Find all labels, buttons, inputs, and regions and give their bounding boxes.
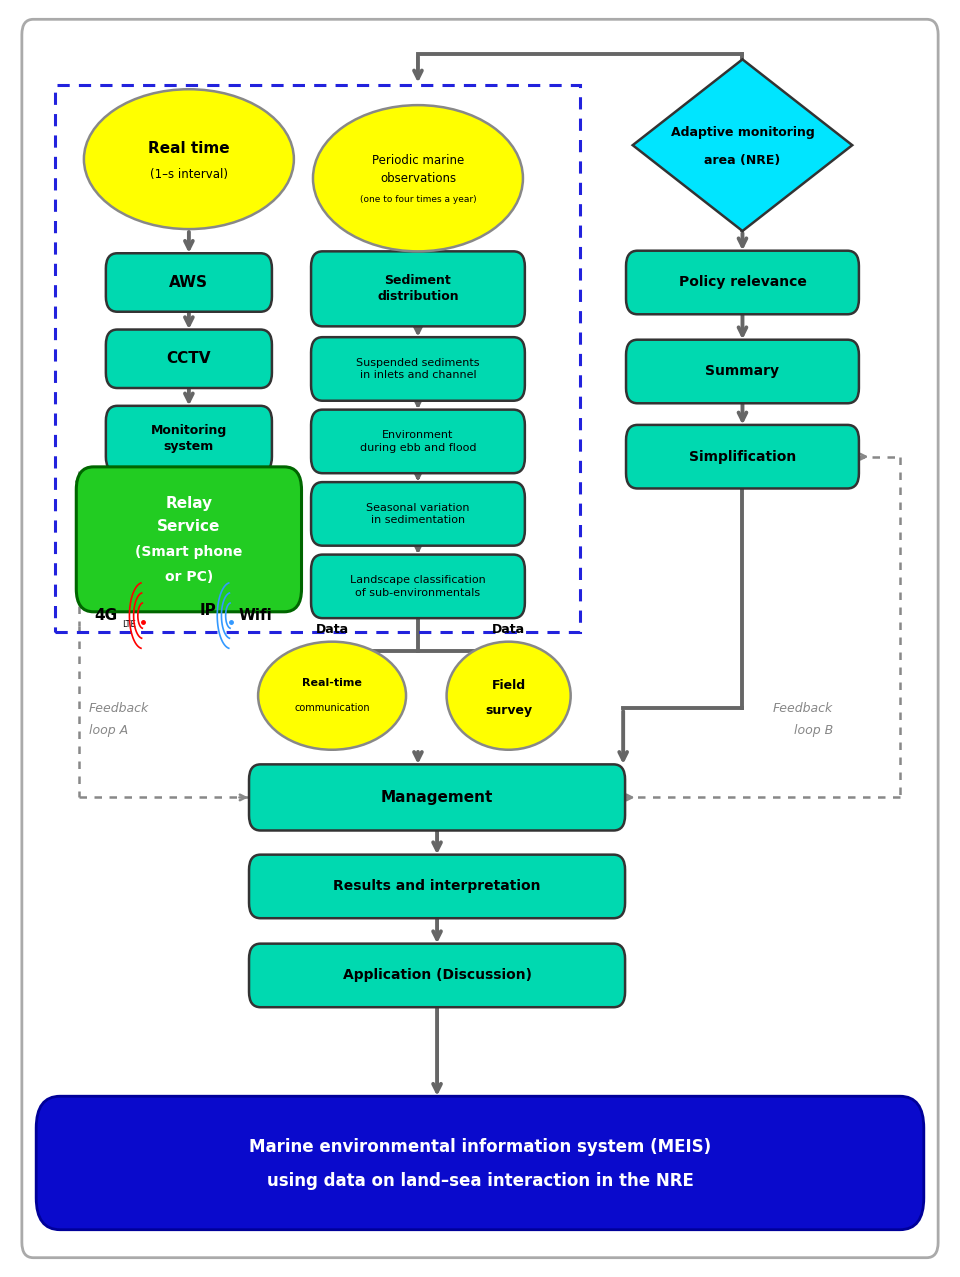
Text: Field: Field <box>492 679 526 692</box>
Text: IP: IP <box>200 603 216 618</box>
FancyBboxPatch shape <box>626 250 859 314</box>
FancyBboxPatch shape <box>249 765 625 830</box>
Text: Data: Data <box>492 623 525 636</box>
FancyBboxPatch shape <box>249 854 625 918</box>
Text: or PC): or PC) <box>165 571 213 585</box>
Text: using data on land–sea interaction in the NRE: using data on land–sea interaction in th… <box>267 1172 693 1190</box>
Text: loop B: loop B <box>794 724 833 737</box>
Text: (1–s interval): (1–s interval) <box>150 167 228 181</box>
Text: Relay: Relay <box>165 497 212 511</box>
Ellipse shape <box>313 105 523 252</box>
Ellipse shape <box>258 641 406 750</box>
FancyBboxPatch shape <box>76 467 301 612</box>
Text: Feedback: Feedback <box>88 702 149 715</box>
FancyBboxPatch shape <box>311 410 525 474</box>
Polygon shape <box>633 59 852 231</box>
Text: CCTV: CCTV <box>167 351 211 366</box>
FancyBboxPatch shape <box>106 253 272 312</box>
Text: Environment
during ebb and flood: Environment during ebb and flood <box>360 430 476 452</box>
FancyBboxPatch shape <box>22 19 938 1258</box>
FancyBboxPatch shape <box>311 483 525 545</box>
Text: communication: communication <box>295 704 370 714</box>
Text: LTE: LTE <box>122 621 135 630</box>
Text: Management: Management <box>381 790 493 805</box>
Text: Data: Data <box>316 623 348 636</box>
Text: Policy relevance: Policy relevance <box>679 276 806 290</box>
Text: survey: survey <box>485 705 532 718</box>
Text: Landscape classification
of sub-environmentals: Landscape classification of sub-environm… <box>350 575 486 598</box>
FancyBboxPatch shape <box>626 340 859 404</box>
Ellipse shape <box>84 89 294 229</box>
Text: area (NRE): area (NRE) <box>705 155 780 167</box>
Text: observations: observations <box>380 171 456 185</box>
Text: Real time: Real time <box>148 142 229 157</box>
Text: AWS: AWS <box>169 275 208 290</box>
Text: Service: Service <box>157 520 221 534</box>
FancyBboxPatch shape <box>36 1096 924 1230</box>
Text: 4G: 4G <box>94 608 117 623</box>
Text: Seasonal variation
in sedimentation: Seasonal variation in sedimentation <box>366 503 469 525</box>
Text: Sediment
distribution: Sediment distribution <box>377 275 459 304</box>
Text: Marine environmental information system (MEIS): Marine environmental information system … <box>249 1138 711 1156</box>
FancyBboxPatch shape <box>106 406 272 472</box>
Text: (Smart phone: (Smart phone <box>135 545 243 559</box>
FancyBboxPatch shape <box>249 944 625 1008</box>
Text: Monitoring
system: Monitoring system <box>151 424 227 453</box>
FancyBboxPatch shape <box>311 554 525 618</box>
FancyBboxPatch shape <box>311 337 525 401</box>
Text: Application (Discussion): Application (Discussion) <box>343 968 532 982</box>
Text: (one to four times a year): (one to four times a year) <box>360 195 476 204</box>
Text: Suspended sediments
in inlets and channel: Suspended sediments in inlets and channe… <box>356 358 480 381</box>
Text: Results and interpretation: Results and interpretation <box>333 880 540 894</box>
Text: Wifi: Wifi <box>239 608 273 623</box>
Text: Real-time: Real-time <box>302 678 362 688</box>
FancyBboxPatch shape <box>626 425 859 489</box>
Text: loop A: loop A <box>88 724 128 737</box>
FancyBboxPatch shape <box>106 329 272 388</box>
Text: Adaptive monitoring: Adaptive monitoring <box>671 126 814 139</box>
Text: Feedback: Feedback <box>773 702 833 715</box>
Text: Summary: Summary <box>706 364 780 378</box>
Text: Periodic marine: Periodic marine <box>372 155 464 167</box>
Text: Simplification: Simplification <box>689 450 796 464</box>
FancyBboxPatch shape <box>311 252 525 327</box>
Ellipse shape <box>446 641 570 750</box>
Bar <box>56 86 580 632</box>
